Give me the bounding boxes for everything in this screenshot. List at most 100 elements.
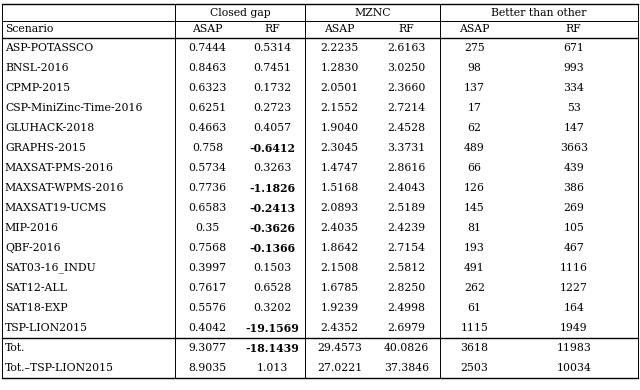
Text: 10034: 10034 — [556, 363, 591, 373]
Text: 9.3077: 9.3077 — [188, 343, 227, 353]
Text: 262: 262 — [464, 283, 485, 293]
Text: 0.7444: 0.7444 — [188, 43, 227, 53]
Text: 1227: 1227 — [560, 283, 588, 293]
Text: 2.6163: 2.6163 — [388, 43, 426, 53]
Text: 0.5576: 0.5576 — [188, 303, 227, 313]
Text: 0.4057: 0.4057 — [253, 123, 292, 133]
Text: 0.3997: 0.3997 — [188, 263, 227, 273]
Text: 0.5314: 0.5314 — [253, 43, 292, 53]
Text: GRAPHS-2015: GRAPHS-2015 — [5, 143, 86, 153]
Text: -19.1569: -19.1569 — [246, 323, 300, 333]
Text: 1.9040: 1.9040 — [321, 123, 358, 133]
Text: 2.6979: 2.6979 — [388, 323, 426, 333]
Text: 2.4352: 2.4352 — [321, 323, 358, 333]
Text: 126: 126 — [464, 183, 485, 193]
Text: MAXSAT19-UCMS: MAXSAT19-UCMS — [5, 203, 107, 213]
Text: 2.7154: 2.7154 — [388, 243, 426, 253]
Text: Closed gap: Closed gap — [210, 7, 270, 18]
Text: 671: 671 — [563, 43, 584, 53]
Text: 0.3263: 0.3263 — [253, 163, 292, 173]
Text: Tot.: Tot. — [5, 343, 26, 353]
Text: -0.1366: -0.1366 — [250, 243, 296, 254]
Text: BNSL-2016: BNSL-2016 — [5, 63, 68, 73]
Text: TSP-LION2015: TSP-LION2015 — [5, 323, 88, 333]
Text: 0.4663: 0.4663 — [188, 123, 227, 133]
Text: 2.4035: 2.4035 — [321, 223, 358, 233]
Text: 53: 53 — [567, 103, 580, 113]
Text: 269: 269 — [563, 203, 584, 213]
Text: 439: 439 — [563, 163, 584, 173]
Text: 491: 491 — [464, 263, 485, 273]
Text: 27.0221: 27.0221 — [317, 363, 362, 373]
Text: 0.7568: 0.7568 — [188, 243, 227, 253]
Text: 3618: 3618 — [461, 343, 488, 353]
Text: 1.5168: 1.5168 — [321, 183, 358, 193]
Text: 3.0250: 3.0250 — [388, 63, 426, 73]
Text: SAT18-EXP: SAT18-EXP — [5, 303, 68, 313]
Text: 164: 164 — [563, 303, 584, 313]
Text: MZNC: MZNC — [354, 7, 391, 18]
Text: -0.6412: -0.6412 — [250, 142, 296, 154]
Text: MAXSAT-WPMS-2016: MAXSAT-WPMS-2016 — [5, 183, 124, 193]
Text: 0.35: 0.35 — [195, 223, 220, 233]
Text: 2.1508: 2.1508 — [321, 263, 358, 273]
Text: 1949: 1949 — [560, 323, 588, 333]
Text: 40.0826: 40.0826 — [384, 343, 429, 353]
Text: 98: 98 — [468, 63, 481, 73]
Text: 2.7214: 2.7214 — [388, 103, 426, 113]
Text: Better than other: Better than other — [491, 7, 587, 18]
Text: 1116: 1116 — [560, 263, 588, 273]
Text: 489: 489 — [464, 143, 485, 153]
Text: -18.1439: -18.1439 — [246, 342, 300, 353]
Text: 0.6583: 0.6583 — [188, 203, 227, 213]
Text: 137: 137 — [464, 83, 485, 93]
Text: 193: 193 — [464, 243, 485, 253]
Text: 2.0893: 2.0893 — [321, 203, 358, 213]
Text: RF: RF — [265, 25, 280, 34]
Text: -0.3626: -0.3626 — [250, 223, 296, 234]
Text: 81: 81 — [468, 223, 481, 233]
Text: 386: 386 — [563, 183, 584, 193]
Text: 61: 61 — [468, 303, 481, 313]
Text: 2.5812: 2.5812 — [388, 263, 426, 273]
Text: 0.758: 0.758 — [192, 143, 223, 153]
Text: 1.6785: 1.6785 — [321, 283, 358, 293]
Text: 0.6323: 0.6323 — [188, 83, 227, 93]
Text: -0.2413: -0.2413 — [250, 202, 296, 213]
Text: QBF-2016: QBF-2016 — [5, 243, 61, 253]
Text: 2.0501: 2.0501 — [321, 83, 358, 93]
Text: 467: 467 — [563, 243, 584, 253]
Text: 2.4239: 2.4239 — [388, 223, 426, 233]
Text: 3.3731: 3.3731 — [388, 143, 426, 153]
Text: 275: 275 — [464, 43, 485, 53]
Text: 145: 145 — [464, 203, 485, 213]
Text: 0.8463: 0.8463 — [188, 63, 227, 73]
Text: Scenario: Scenario — [5, 25, 53, 34]
Text: 0.5734: 0.5734 — [188, 163, 227, 173]
Text: CPMP-2015: CPMP-2015 — [5, 83, 70, 93]
Text: Tot.–TSP-LION2015: Tot.–TSP-LION2015 — [5, 363, 114, 373]
Text: -1.1826: -1.1826 — [250, 183, 296, 193]
Text: 2.4528: 2.4528 — [388, 123, 426, 133]
Text: 2.8616: 2.8616 — [388, 163, 426, 173]
Text: 3663: 3663 — [560, 143, 588, 153]
Text: 11983: 11983 — [556, 343, 591, 353]
Text: 993: 993 — [563, 63, 584, 73]
Text: 37.3846: 37.3846 — [384, 363, 429, 373]
Text: 2.3045: 2.3045 — [321, 143, 358, 153]
Text: 29.4573: 29.4573 — [317, 343, 362, 353]
Text: 147: 147 — [563, 123, 584, 133]
Text: 1.8642: 1.8642 — [321, 243, 358, 253]
Text: 66: 66 — [468, 163, 481, 173]
Text: 2.4043: 2.4043 — [388, 183, 426, 193]
Text: MAXSAT-PMS-2016: MAXSAT-PMS-2016 — [5, 163, 114, 173]
Text: RF: RF — [566, 25, 582, 34]
Text: 2.3660: 2.3660 — [388, 83, 426, 93]
Text: RF: RF — [399, 25, 415, 34]
Text: 0.3202: 0.3202 — [253, 303, 292, 313]
Text: 8.9035: 8.9035 — [188, 363, 227, 373]
Text: 1.2830: 1.2830 — [321, 63, 358, 73]
Text: 0.6528: 0.6528 — [253, 283, 292, 293]
Text: MIP-2016: MIP-2016 — [5, 223, 59, 233]
Text: 0.2723: 0.2723 — [253, 103, 292, 113]
